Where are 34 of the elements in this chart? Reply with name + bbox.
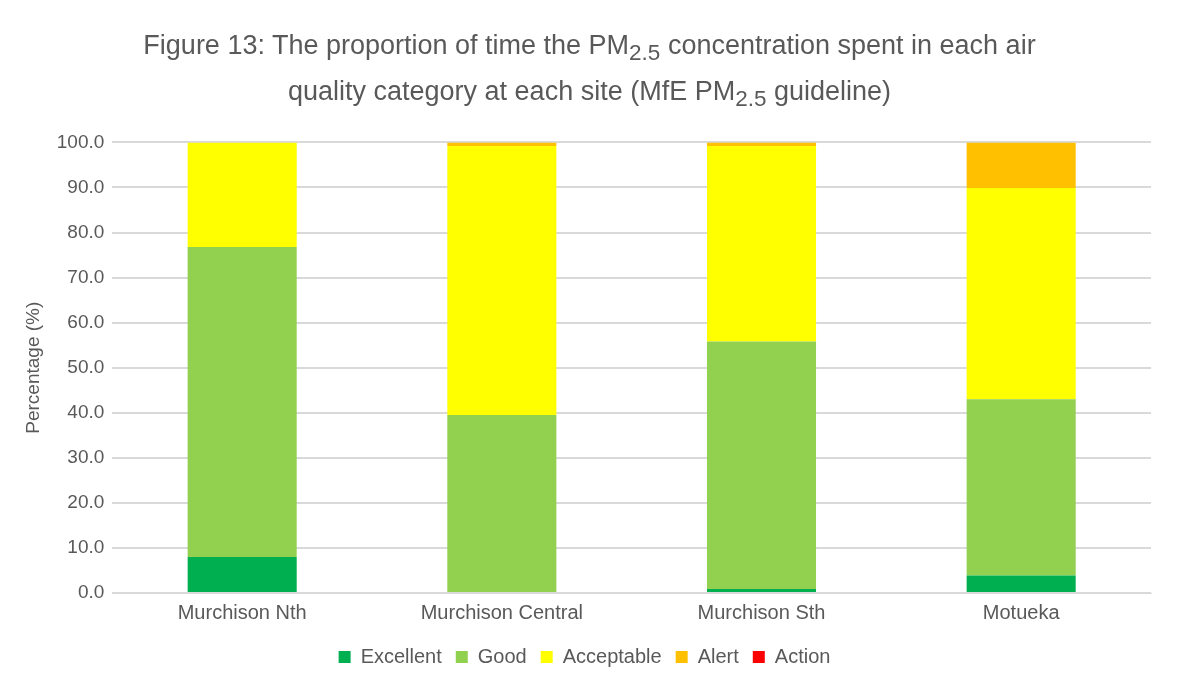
y-tick-label: 10.0 (67, 535, 105, 557)
bar (706, 588, 817, 592)
bar (966, 142, 1076, 188)
x-tick-label: Murchison Sth (697, 600, 826, 623)
y-tick-label: 0.0 (77, 581, 105, 603)
bar (447, 145, 557, 415)
bar (706, 341, 817, 589)
y-tick-label: 70.0 (67, 265, 105, 287)
bar (706, 145, 817, 342)
bar (966, 399, 1076, 576)
chart-title: Figure 13: The proportion of time the PM$_{2.5}$ concentration spent in each air quality category at each site (MfE PM$_{2.5}$ guideline) (142, 29, 1037, 114)
bar (187, 246, 297, 557)
x-tick-label: Murchison Nth (177, 600, 307, 623)
x-tick-label: Motueka (982, 600, 1061, 623)
bar (447, 414, 557, 592)
y-tick-label: 30.0 (67, 445, 105, 467)
y-tick-label: 90.0 (67, 175, 105, 197)
bar (187, 556, 297, 592)
y-tick-label: 60.0 (67, 310, 105, 332)
legend-label: Acceptable (562, 644, 662, 667)
legend-label: Action (774, 644, 831, 667)
x-tick-label: Murchison Central (420, 600, 583, 623)
legend-label: Good (477, 644, 527, 667)
y-tick-label: 40.0 (67, 400, 105, 422)
legend-label: Alert (697, 644, 740, 667)
bar (966, 575, 1076, 592)
bar (966, 187, 1076, 400)
y-tick-label: 100.0 (56, 130, 105, 152)
y-tick-label: 80.0 (67, 220, 105, 242)
bar (187, 142, 297, 247)
legend-label: Excellent (360, 644, 443, 667)
y-tick-label: 20.0 (67, 490, 105, 512)
y-tick-label: 50.0 (67, 355, 105, 377)
y-axis-title: Percentage (%) (21, 301, 43, 434)
